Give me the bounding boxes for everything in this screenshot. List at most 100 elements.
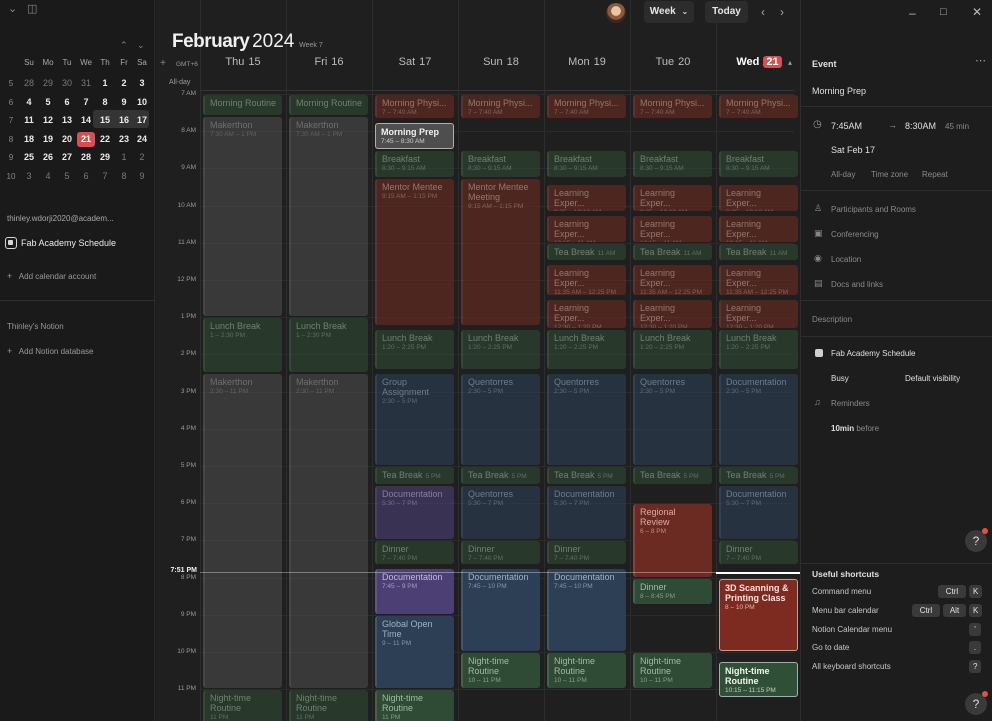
mini-calendar-day[interactable]: 7 [102,170,108,181]
event-block[interactable]: Learning Exper...9:25 – 10:10 AM [719,185,798,211]
mini-calendar-day[interactable]: 6 [64,96,70,107]
event-block[interactable]: Documentation 2:30 – 5 PM [719,374,798,465]
mini-calendar-day[interactable]: 7 [83,96,89,107]
add-timezone-icon[interactable]: + [160,58,166,69]
event-block[interactable]: Morning Routine [289,95,368,116]
event-block[interactable]: Night-time Routine 11 PM [375,690,454,721]
mini-calendar-day[interactable]: 2 [139,152,145,162]
event-block[interactable]: Morning Physi... 7 – 7:40 AM [547,95,626,118]
event-block[interactable]: Tea Break 11 AM [547,243,626,261]
event-block[interactable]: Morning Prep 7:45 – 8:30 AM [375,122,454,149]
event-block[interactable]: 3D Scanning & Printing Class 8 – 10 PM [719,578,798,651]
event-block[interactable]: Lunch Break 1:20 – 2:25 PM [719,330,798,370]
close-icon[interactable]: ✕ [972,5,983,19]
mini-calendar-day[interactable]: 10 [136,96,147,107]
event-block[interactable]: Morning Physi... 7 – 7:40 AM [633,95,712,118]
event-block[interactable]: Night-time Routine 11 PM [203,690,282,721]
mini-calendar-day[interactable]: 9 [121,96,127,107]
event-block[interactable]: Learning Exper...9:25 – 10:10 AM [633,185,712,211]
mini-calendar-today[interactable]: 21 [77,131,95,147]
event-block[interactable]: Morning Routine [203,95,282,116]
mini-calendar-day[interactable]: 27 [61,152,72,162]
event-block[interactable]: Learning Exper...10:15 – 11 AM [719,215,798,242]
event-block[interactable]: Breakfast 8:30 – 9:15 AM [719,150,798,177]
event-block[interactable]: Tea Break 11 AM [719,243,798,261]
event-block[interactable]: Makerthon 2:30 – 11 PM [289,374,368,689]
event-block[interactable]: Learning Exper... 12:30 – 1:20 PM [719,299,798,329]
event-block[interactable]: Makerthon 2:30 – 11 PM [203,374,282,689]
participants-field[interactable]: Participants and Rooms [831,205,916,214]
event-block[interactable]: Mentor Mentee Meeting 9:15 AM – 1:15 PM [461,178,540,326]
mini-calendar-day[interactable]: 20 [61,133,72,144]
mini-calendar-day[interactable]: 29 [42,78,53,88]
mini-calendar-day[interactable]: 13 [61,115,72,125]
reminder-item[interactable]: 10min before [831,424,879,433]
mini-calendar-day[interactable]: 6 [83,170,89,181]
add-calendar-account-button[interactable]: + Add calendar account [7,271,96,281]
mini-calendar-day[interactable]: 23 [118,133,129,144]
mini-calendar-day[interactable]: 1 [121,152,127,162]
mini-calendar-day[interactable]: 25 [23,152,34,162]
mini-calendar-day[interactable]: 30 [61,78,72,88]
mini-calendar-day[interactable]: 3 [26,170,32,181]
event-block[interactable]: Documentation 7:45 – 10 PM [461,569,540,651]
mini-calendar-day[interactable]: 15 [99,115,110,125]
sidebar-toggle-icon[interactable]: ◫ [27,3,38,15]
mini-calendar-day[interactable]: 9 [139,170,145,181]
event-block[interactable]: Lunch Break 1:20 – 2:25 PM [633,330,712,370]
event-block[interactable]: Breakfast 8:30 – 9:15 AM [461,150,540,177]
event-block[interactable]: Night-time Routine 10 – 11 PM [461,653,540,689]
calendar-select[interactable]: Fab Academy Schedule [831,349,916,358]
event-block[interactable]: Documentation 7:45 – 10 PM [547,569,626,651]
day-header[interactable]: Wed 21 [716,56,802,72]
mini-calendar-day[interactable]: 8 [102,96,108,107]
event-block[interactable]: Dinner 8 – 8:45 PM [633,578,712,605]
mini-calendar-week[interactable]: 10 3 4 5 6 7 8 9 [0,166,155,184]
next-week-icon[interactable]: › [780,5,784,19]
day-header[interactable]: Thu 15 [200,56,286,72]
event-block[interactable]: Morning Physi... 7 – 7:40 AM [461,95,540,118]
day-column[interactable] [372,0,458,721]
event-block[interactable]: Quentorres 2:30 – 5 PM [547,374,626,465]
event-block[interactable]: Tea Break 5 PM [719,467,798,484]
event-block[interactable]: Breakfast 8:30 – 9:15 AM [633,150,712,177]
day-header[interactable]: Sun 18 [458,56,544,72]
event-block[interactable]: Quentorres 2:30 – 5 PM [633,374,712,465]
calendar-checkbox[interactable] [5,237,17,249]
mini-calendar-week[interactable]: 9 25 26 27 28 29 1 2 [0,147,155,165]
event-block[interactable]: Dinner 7 – 7:40 PM [547,541,626,565]
event-block[interactable]: Learning Exper...10:15 – 11 AM [633,215,712,242]
busy-select[interactable]: Busy [831,374,849,383]
event-block[interactable]: Lunch Break 1 – 2:30 PM [203,318,282,372]
event-block[interactable]: Learning Exper...10:15 – 11 AM [547,215,626,242]
mini-cal-prev-icon[interactable]: ⌃ [120,40,128,50]
mini-calendar-day[interactable]: 3 [139,78,145,88]
repeat-button[interactable]: Repeat [922,170,948,179]
mini-calendar-day[interactable]: 4 [45,170,51,181]
event-block[interactable]: Learning Exper... 12:30 – 1:20 PM [633,299,712,329]
mini-calendar-day[interactable]: 12 [42,115,53,125]
mini-calendar-day[interactable]: 2 [121,78,127,88]
event-block[interactable]: Lunch Break 1:20 – 2:25 PM [375,330,454,370]
event-block[interactable]: Breakfast 8:30 – 9:15 AM [547,150,626,177]
event-block[interactable]: Documentation 5:30 – 7 PM [719,485,798,540]
event-block[interactable]: Dinner 7 – 7:40 PM [375,541,454,565]
date-field[interactable]: Sat Feb 17 [831,145,876,155]
mini-calendar-day[interactable]: 4 [26,96,32,107]
event-block[interactable]: Makerthon 7:30 AM – 1 PM [289,117,368,317]
mini-calendar-day[interactable]: 14 [80,115,91,125]
mini-calendar-day[interactable]: 22 [99,133,110,144]
mini-calendar-day[interactable]: 28 [23,78,34,88]
event-block[interactable]: Lunch Break 1:20 – 2:25 PM [461,330,540,370]
event-block[interactable]: Documentation 7:45 – 9 PM [375,569,454,614]
event-block[interactable]: Learning Exper... 11:35 AM – 12:25 PM [547,265,626,295]
prev-week-icon[interactable]: ‹ [761,5,765,19]
mini-calendar-day[interactable]: 5 [64,170,70,181]
week-grid[interactable]: Thu 15 Fri 16 Sat 17 Sun 18 Mon 19 Tue 20 Wed 21 7 AM 8… [156,0,802,721]
day-header[interactable]: Sat 17 [372,56,458,72]
day-column[interactable] [716,0,802,721]
day-column[interactable] [200,0,286,721]
event-block[interactable]: Learning Exper... 11:35 AM – 12:25 PM [633,265,712,295]
visibility-select[interactable]: Default visibility [905,374,961,383]
mini-calendar-day[interactable]: 31 [80,78,91,88]
